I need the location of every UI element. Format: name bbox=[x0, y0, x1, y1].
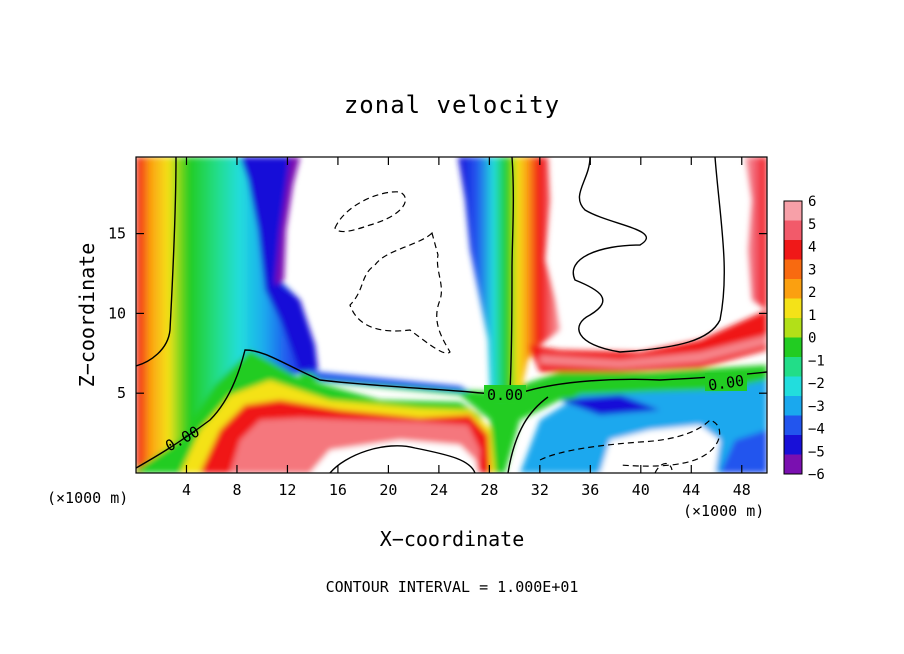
chart-title: zonal velocity bbox=[344, 91, 560, 119]
colorbar-tick-label: 2 bbox=[808, 285, 816, 301]
y-tick-label: 5 bbox=[117, 384, 126, 402]
colorbar-swatch bbox=[784, 220, 802, 241]
colorbar-tick-label: −6 bbox=[808, 467, 825, 483]
contour-label: 0.00 bbox=[707, 372, 745, 395]
colorbar-tick-label: 6 bbox=[808, 194, 816, 210]
x-axis-label: X−coordinate bbox=[380, 527, 525, 551]
colorbar-swatch bbox=[784, 415, 802, 436]
colorbar-swatch bbox=[784, 279, 802, 299]
zero-contours bbox=[136, 157, 767, 473]
negative-contours bbox=[334, 191, 721, 473]
contour-interval-note: CONTOUR INTERVAL = 1.000E+01 bbox=[326, 578, 579, 596]
x-tick-label: 4 bbox=[182, 481, 191, 499]
x-tick-label: 8 bbox=[232, 481, 241, 499]
colorbar-swatch bbox=[784, 454, 802, 475]
colorbar-swatch bbox=[784, 259, 802, 280]
colorbar-swatch bbox=[784, 337, 802, 358]
x-tick-label: 24 bbox=[430, 481, 448, 499]
x-tick-label: 32 bbox=[531, 481, 549, 499]
y-axis: 5 10 15 bbox=[108, 225, 767, 402]
colorbar-tick-label: −4 bbox=[808, 422, 825, 438]
x-axis: 4 8 12 16 20 24 28 32 36 40 44 48 bbox=[182, 157, 751, 499]
x-tick-label: 28 bbox=[480, 481, 498, 499]
colorbar-swatch bbox=[784, 298, 802, 319]
colorbar-tick-label: −5 bbox=[808, 444, 825, 460]
colorbar-swatch bbox=[784, 240, 802, 260]
x-tick-label: 12 bbox=[278, 481, 296, 499]
colorbar-frame bbox=[783, 200, 803, 475]
heatmap-field bbox=[136, 157, 767, 473]
colorbar-swatch bbox=[784, 201, 802, 221]
z-unit-label: (×1000 m) bbox=[47, 489, 128, 507]
y-tick-label: 10 bbox=[108, 304, 126, 322]
colorbar-swatch bbox=[784, 396, 802, 416]
colorbar-tick-label: 1 bbox=[808, 308, 816, 324]
colorbar: 6 5 4 3 2 1 0 −1 −2 −3 −4 −5 −6 bbox=[783, 194, 825, 483]
colorbar-tick-label: 4 bbox=[808, 240, 816, 256]
y-tick-label: 15 bbox=[108, 225, 126, 243]
contour-label: 0.00 bbox=[487, 386, 523, 404]
colorbar-tick-label: 5 bbox=[808, 217, 816, 233]
colorbar-swatch bbox=[784, 435, 802, 455]
colorbar-tick-label: 3 bbox=[808, 262, 816, 278]
x-tick-label: 48 bbox=[733, 481, 751, 499]
y-axis-label: Z−coordinate bbox=[75, 243, 99, 388]
colorbar-tick-label: −3 bbox=[808, 399, 825, 415]
colorbar-tick-label: −2 bbox=[808, 376, 825, 392]
x-tick-label: 44 bbox=[682, 481, 700, 499]
x-tick-label: 16 bbox=[329, 481, 347, 499]
x-tick-label: 36 bbox=[581, 481, 599, 499]
colorbar-swatch bbox=[784, 376, 802, 397]
colorbar-tick-label: 0 bbox=[808, 331, 816, 347]
x-tick-label: 20 bbox=[379, 481, 397, 499]
colorbar-tick-label: −1 bbox=[808, 353, 825, 369]
x-unit-label: (×1000 m) bbox=[683, 502, 764, 520]
colorbar-swatch bbox=[784, 357, 802, 377]
plot-frame bbox=[135, 156, 768, 474]
x-tick-label: 40 bbox=[632, 481, 650, 499]
colorbar-swatch bbox=[784, 318, 802, 338]
